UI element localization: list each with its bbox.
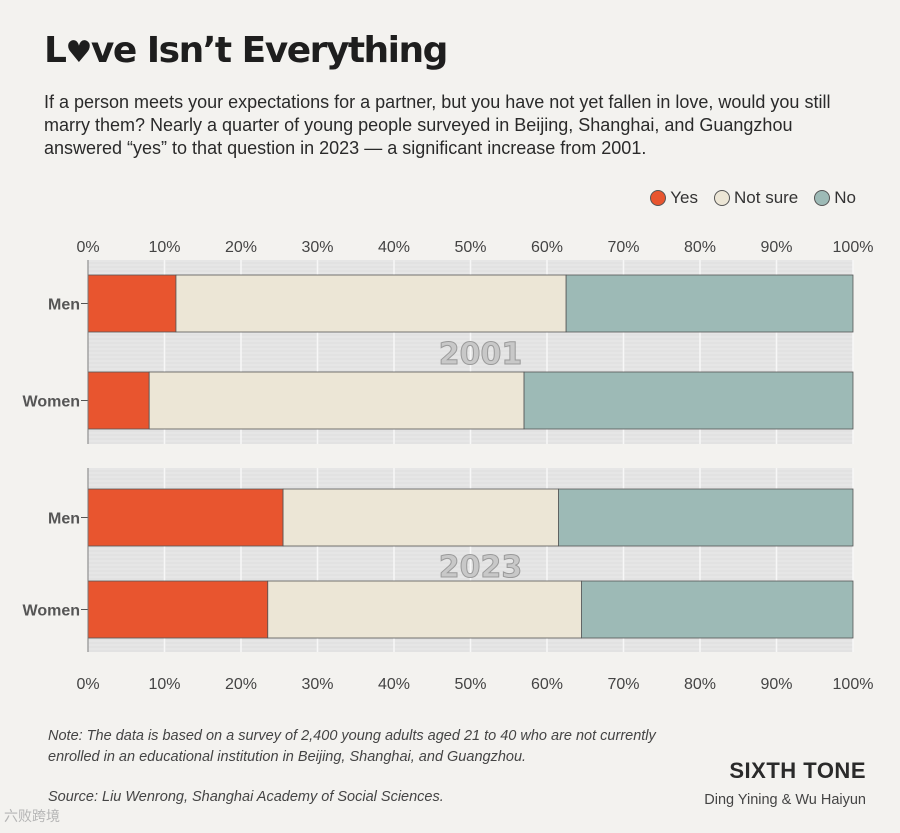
x-tick-label-top: 60% [531, 239, 563, 256]
x-tick-label-bottom: 40% [378, 676, 410, 693]
x-tick-label-bottom: 50% [454, 676, 486, 693]
x-tick-label-bottom: 30% [301, 676, 333, 693]
bar-2023-women-not-sure [267, 580, 582, 639]
footnote: Note: The data is based on a survey of 2… [48, 728, 656, 765]
legend-swatch-no [814, 190, 831, 206]
title-prefix: L [44, 30, 67, 71]
x-tick-label-top: 50% [454, 239, 486, 256]
x-tick-label-top: 100% [833, 239, 874, 256]
x-tick-label-bottom: 70% [607, 676, 639, 693]
bar-2023-women-yes [87, 580, 269, 639]
legend-swatch-yes [650, 190, 667, 206]
bar-2001-women-no [523, 371, 854, 430]
legend-label-not-sure: Not sure [734, 188, 799, 207]
legend-label-yes: Yes [670, 188, 699, 207]
x-tick-label-bottom: 80% [684, 676, 716, 693]
x-tick-label-bottom: 20% [225, 676, 257, 693]
x-tick-label-bottom: 10% [148, 676, 180, 693]
bar-2001-men-not-sure [175, 274, 567, 333]
watermark: 六败跨境 [4, 808, 60, 824]
year-label-2001: 2001 [439, 337, 523, 372]
heart-icon: ♥ [65, 35, 92, 70]
x-tick-label-top: 30% [301, 239, 333, 256]
bar-2023-men-not-sure [282, 488, 559, 547]
legend-item-yes: Yes [650, 188, 698, 208]
legend-swatch-not-sure [714, 190, 731, 206]
x-tick-label-top: 80% [684, 239, 716, 256]
year-label-2023: 2023 [439, 550, 523, 585]
x-tick-label-bottom: 0% [76, 676, 99, 693]
x-tick-label-top: 70% [607, 239, 639, 256]
bar-2001-men-yes [87, 274, 177, 333]
legend-item-no: No [814, 188, 856, 208]
chart-title: L♥ve Isn’t Everything [44, 30, 449, 71]
category-label-women: Women [23, 394, 80, 411]
brand-logo: SIXTH TONE [729, 758, 866, 783]
source-note: Source: Liu Wenrong, Shanghai Academy of… [48, 789, 444, 805]
bar-2023-women-no [581, 580, 854, 639]
x-tick-label-top: 10% [148, 239, 180, 256]
x-tick-label-top: 0% [76, 239, 99, 256]
category-label-men: Men [48, 511, 80, 528]
legend-item-not-sure: Not sure [714, 188, 798, 208]
x-tick-label-top: 90% [760, 239, 792, 256]
x-tick-label-bottom: 90% [760, 676, 792, 693]
bar-2001-women-not-sure [148, 371, 525, 430]
bar-2001-men-no [565, 274, 854, 333]
category-label-women: Women [23, 603, 80, 620]
x-tick-label-bottom: 100% [833, 676, 874, 693]
bar-2023-men-no [558, 488, 854, 547]
author-credit: Ding Yining & Wu Haiyun [704, 792, 866, 808]
legend-label-no: No [834, 188, 856, 207]
title-suffix: ve Isn’t Everything [90, 30, 449, 71]
legend: Yes Not sure No [650, 188, 856, 208]
bar-2023-men-yes [87, 488, 284, 547]
category-label-men: Men [48, 297, 80, 314]
chart-subtitle: If a person meets your expectations for … [44, 92, 831, 158]
bar-2001-women-yes [87, 371, 150, 430]
x-tick-label-top: 40% [378, 239, 410, 256]
x-tick-label-top: 20% [225, 239, 257, 256]
x-tick-label-bottom: 60% [531, 676, 563, 693]
